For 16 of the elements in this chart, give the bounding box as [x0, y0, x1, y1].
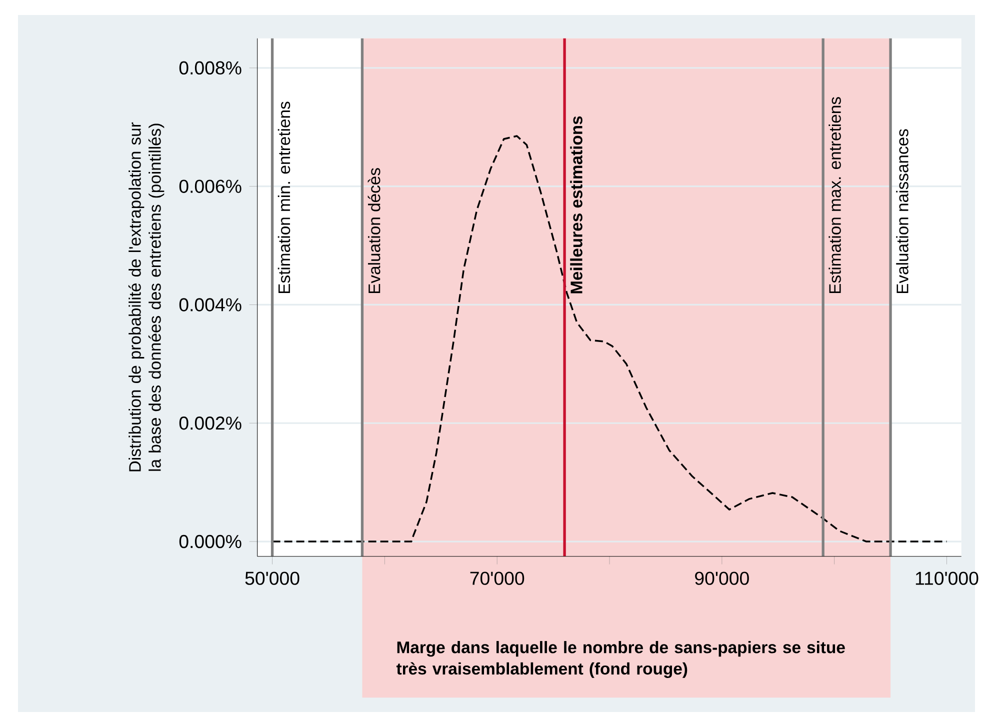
x-tick-label: 50'000 — [245, 572, 300, 585]
x-tick-label: 70'000 — [470, 572, 524, 585]
x-tick-label: 90'000 — [695, 572, 749, 585]
ref-line-label: Estimation min. entretiens — [278, 102, 290, 294]
ref-line-label: Evaluation naissances — [896, 129, 908, 294]
band-label: Marge dans laquelle le nombre de sans-papiers se situe très vraisemblablement (fond rouge) — [396, 641, 845, 678]
ref-line-label: Estimation max. entretiens — [828, 97, 841, 294]
ref-line-label: Meilleures estimations — [570, 116, 582, 294]
ref-line-label: Evaluation décès — [368, 168, 380, 294]
y-tick-label: 0.004% — [179, 298, 242, 312]
y-tick-label: 0.000% — [179, 534, 242, 548]
y-tick-label: 0.006% — [179, 180, 242, 193]
y-tick-label: 0.002% — [179, 416, 242, 430]
y-tick-label: 0.008% — [179, 61, 242, 75]
x-tick-label: 110'000 — [916, 572, 978, 585]
y-axis-title: Distribution de probabilité de l'extrapolation sur la base des données des entretiens (pointillés) — [128, 122, 164, 472]
